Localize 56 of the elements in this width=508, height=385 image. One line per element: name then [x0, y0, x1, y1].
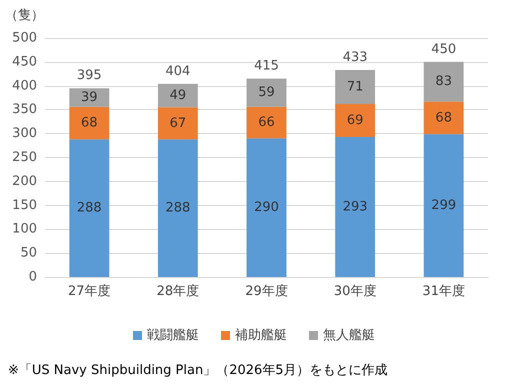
y-tick-label: 0: [28, 270, 37, 284]
legend-label: 戦闘艦艇: [147, 328, 199, 343]
y-tick-label: 100: [12, 222, 37, 237]
x-tick-label: 30年度: [334, 283, 376, 299]
bar: [335, 104, 376, 137]
bar: [69, 106, 110, 140]
total-label: 433: [342, 50, 368, 66]
data-label: 71: [346, 79, 364, 94]
bar: [158, 84, 198, 108]
bar: [424, 62, 464, 102]
bar: [335, 136, 376, 277]
data-label: 66: [258, 115, 275, 130]
y-tick-label: 250: [12, 150, 37, 165]
x-tick-label: 27年度: [68, 283, 111, 299]
data-label: 293: [342, 199, 368, 214]
y-tick-label: 500: [12, 30, 37, 46]
bar: [246, 138, 286, 277]
data-label: 68: [81, 116, 98, 131]
bar: [246, 106, 286, 138]
y-tick-label: 200: [12, 174, 37, 189]
data-label: 290: [254, 200, 279, 216]
bar: [424, 102, 464, 134]
bar: [158, 107, 198, 140]
bar: [335, 70, 376, 104]
data-label: 67: [170, 116, 186, 131]
y-tick-label: 450: [12, 54, 37, 70]
x-tick-label: 28年度: [156, 283, 200, 299]
text: ※「US Navy Shipbuilding Plan」（2026年5月）をもとに作成: [8, 363, 388, 378]
total-label: 395: [76, 68, 102, 84]
total-label: 450: [431, 42, 456, 57]
bar: [69, 139, 110, 277]
data-label: 288: [165, 200, 190, 216]
x-tick-label: 31年度: [422, 283, 465, 299]
data-label: 39: [81, 90, 98, 106]
bar: [69, 88, 110, 107]
legend-label: 補助艦艇: [235, 328, 287, 343]
y-tick-label: 50: [20, 246, 37, 261]
data-label: 59: [258, 85, 275, 100]
bar: [158, 139, 198, 277]
data-label: 288: [76, 200, 102, 216]
y-tick-label: 400: [12, 78, 37, 94]
total-label: 404: [165, 64, 190, 79]
y-tick-label: 150: [12, 198, 37, 213]
data-label: 69: [346, 112, 364, 128]
y-tick-label: 350: [12, 102, 37, 118]
total-label: 415: [254, 58, 279, 74]
data-label: 68: [435, 110, 452, 126]
bar: [424, 134, 464, 277]
y-tick-label: 300: [12, 126, 37, 142]
bar: [246, 78, 286, 107]
data-label: 49: [170, 88, 186, 104]
legend-label: 無人艦艇: [323, 328, 375, 343]
data-label: 83: [435, 74, 452, 90]
data-label: 299: [431, 198, 456, 214]
x-tick-label: 29年度: [245, 283, 288, 299]
y-axis-title: （隻）: [5, 7, 44, 22]
